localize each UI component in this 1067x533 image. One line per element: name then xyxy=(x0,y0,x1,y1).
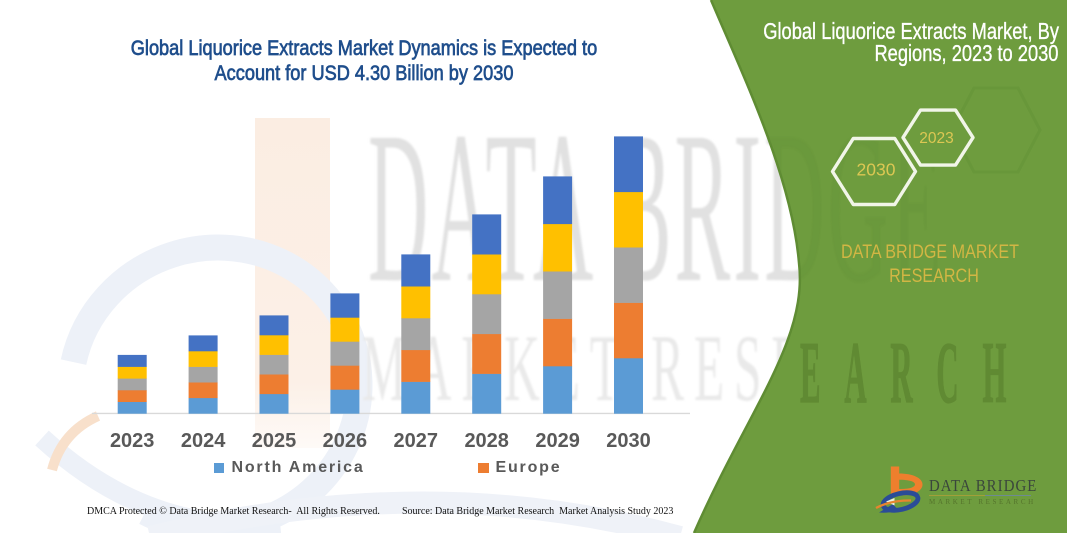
svg-text:EARCH: EARCH xyxy=(800,325,1030,422)
svg-text:DATA BRIDGE: DATA BRIDGE xyxy=(368,86,945,328)
